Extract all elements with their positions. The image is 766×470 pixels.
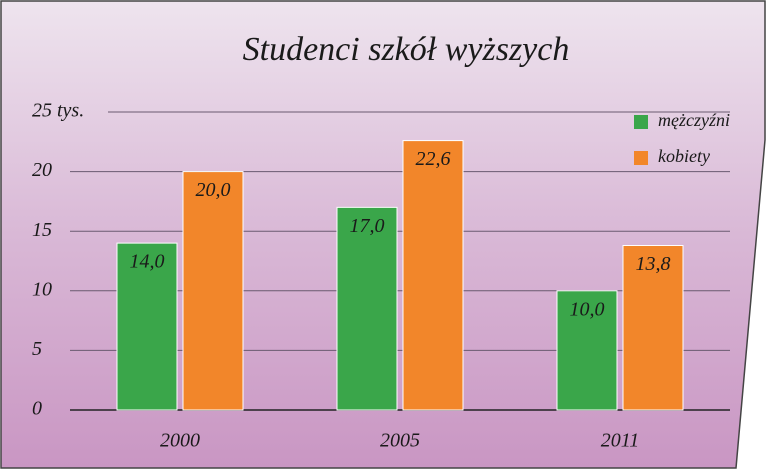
bar [337, 207, 397, 410]
value-label: 10,0 [570, 298, 605, 320]
x-tick-label: 2005 [380, 430, 420, 452]
value-label: 17,0 [350, 215, 385, 237]
chart-title: Studenci szkół wyższych [243, 31, 570, 68]
legend-label: mężczyźni [658, 110, 730, 130]
y-tick-label: 25 tys. [32, 100, 84, 122]
y-tick-label: 5 [32, 338, 42, 360]
value-label: 13,8 [636, 253, 671, 275]
x-tick-label: 2000 [160, 430, 200, 452]
y-tick-label: 10 [32, 278, 52, 300]
value-label: 14,0 [130, 251, 165, 273]
x-tick-label: 2011 [601, 430, 640, 452]
y-tick-label: 0 [32, 398, 42, 420]
bar [183, 172, 243, 410]
y-tick-label: 15 [32, 219, 52, 241]
legend-label: kobiety [658, 146, 710, 166]
y-tick-label: 20 [32, 159, 52, 181]
legend-swatch [634, 151, 648, 165]
chart: Studenci szkół wyższych 0 5 10 15 20 25 tys. 2… [0, 0, 766, 470]
value-label: 22,6 [416, 148, 451, 170]
bar [403, 141, 463, 410]
legend-swatch [634, 115, 648, 129]
value-label: 20,0 [196, 179, 231, 201]
